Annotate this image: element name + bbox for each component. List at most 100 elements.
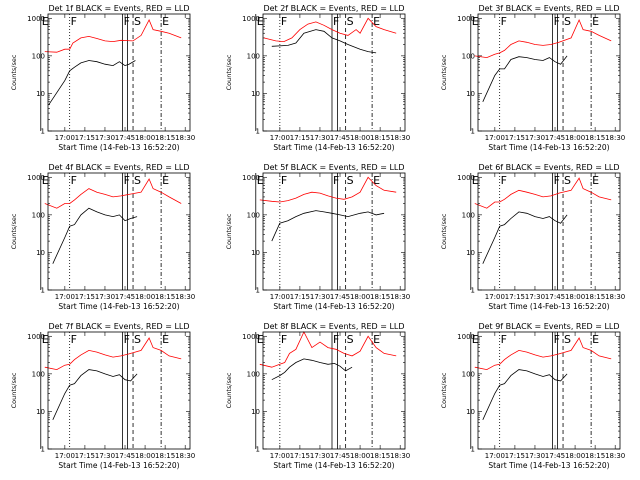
chart-panel-8f: Det 8f BLACK = Events, RED = LLD Counts/s…	[225, 322, 410, 470]
series-lld-line	[259, 331, 397, 368]
x-axis-label: Start Time (14-Feb-13 16:52:20)	[488, 143, 609, 152]
y-tick-label: 1	[471, 128, 475, 136]
x-tick-label: 17:45	[330, 134, 350, 142]
time-marker-label: F	[281, 333, 287, 346]
x-tick-label: 17:45	[115, 293, 135, 301]
chart-title: Det 7f BLACK = Events, RED = LLD	[48, 322, 189, 331]
time-marker-label: E	[373, 15, 380, 28]
time-marker-label: F	[501, 174, 507, 187]
x-tick-label: 17:45	[115, 452, 135, 460]
x-tick-label: 18:00	[350, 452, 370, 460]
y-tick-label: 100	[247, 370, 260, 378]
x-tick-label: 18:00	[135, 293, 155, 301]
x-tick-label: 17:45	[545, 293, 565, 301]
time-marker-label: S	[134, 15, 141, 28]
time-marker-label: S	[134, 333, 141, 346]
time-marker-label: S	[347, 174, 354, 187]
time-marker-label: E	[257, 174, 264, 187]
x-tick-label: 18:30	[390, 293, 410, 301]
series-lld-line	[474, 337, 612, 371]
x-axis-label: Start Time (14-Feb-13 16:52:20)	[273, 461, 394, 470]
x-axis-label: Start Time (14-Feb-13 16:52:20)	[58, 302, 179, 311]
time-marker-label: F	[333, 15, 339, 28]
y-tick-label: 100	[462, 52, 475, 60]
x-tick-label: 18:15	[370, 452, 390, 460]
time-marker-label: F	[124, 15, 130, 28]
x-tick-label: 17:45	[330, 293, 350, 301]
y-tick-label: 1	[471, 446, 475, 454]
x-tick-label: 17:15	[290, 293, 310, 301]
x-tick-label: 17:00	[485, 452, 505, 460]
time-marker-label: S	[564, 174, 571, 187]
x-tick-label: 18:15	[155, 452, 175, 460]
y-axis-label: Counts/sec	[440, 54, 448, 90]
x-axis-label: Start Time (14-Feb-13 16:52:20)	[488, 461, 609, 470]
x-tick-label: 17:30	[95, 293, 115, 301]
x-tick-label: 17:30	[525, 452, 545, 460]
series-events-line	[52, 369, 138, 420]
y-tick-label: 1000	[457, 174, 475, 182]
chart-title: Det 4f BLACK = Events, RED = LLD	[48, 163, 189, 172]
x-tick-label: 17:45	[545, 134, 565, 142]
y-axis-label: Counts/sec	[10, 213, 18, 249]
time-marker-label: F	[554, 333, 560, 346]
x-tick-label: 17:00	[270, 452, 290, 460]
x-tick-label: 17:30	[525, 293, 545, 301]
series-events-line	[271, 29, 377, 54]
x-tick-label: 18:15	[585, 452, 605, 460]
time-marker-label: F	[71, 174, 77, 187]
x-tick-label: 17:45	[115, 134, 135, 142]
x-tick-label: 18:30	[175, 452, 195, 460]
plot-frame	[262, 172, 406, 291]
series-events-line	[482, 369, 568, 420]
time-marker-label: E	[42, 15, 49, 28]
x-tick-label: 17:15	[505, 134, 525, 142]
y-axis-label: Counts/sec	[440, 372, 448, 408]
x-tick-label: 18:30	[605, 293, 625, 301]
chart-panel-6f: Det 6f BLACK = Events, RED = LLD Counts/s…	[440, 163, 625, 311]
y-tick-label: 1	[41, 446, 45, 454]
chart-panel-4f: Det 4f BLACK = Events, RED = LLD Counts/s…	[10, 163, 195, 311]
x-tick-label: 17:30	[310, 452, 330, 460]
y-axis-label: Counts/sec	[225, 372, 233, 408]
chart-panel-1f: Det 1f BLACK = Events, RED = LLD Counts/s…	[10, 4, 195, 152]
plot-frame	[47, 13, 191, 132]
x-tick-label: 17:15	[290, 452, 310, 460]
time-marker-label: E	[592, 333, 599, 346]
x-tick-label: 18:30	[390, 134, 410, 142]
x-tick-label: 17:00	[55, 293, 75, 301]
x-axis-label: Start Time (14-Feb-13 16:52:20)	[273, 302, 394, 311]
x-tick-label: 17:15	[505, 293, 525, 301]
chart-panel-5f: Det 5f BLACK = Events, RED = LLD Counts/s…	[225, 163, 410, 311]
y-tick-label: 1	[256, 287, 260, 295]
y-tick-label: 1	[256, 446, 260, 454]
time-marker-label: E	[373, 174, 380, 187]
time-marker-label: S	[347, 333, 354, 346]
time-marker-label: E	[42, 174, 49, 187]
time-marker-label: E	[257, 15, 264, 28]
time-marker-label: S	[134, 174, 141, 187]
chart-panel-2f: Det 2f BLACK = Events, RED = LLD Counts/s…	[225, 4, 410, 152]
series-events-line	[52, 207, 138, 264]
x-tick-label: 18:15	[585, 134, 605, 142]
x-tick-label: 18:00	[565, 134, 585, 142]
x-tick-label: 18:15	[155, 293, 175, 301]
y-tick-label: 100	[247, 211, 260, 219]
y-tick-label: 100	[462, 370, 475, 378]
time-marker-label: F	[554, 174, 560, 187]
series-events-line	[482, 55, 568, 102]
x-tick-label: 18:30	[175, 293, 195, 301]
x-tick-label: 17:15	[75, 293, 95, 301]
y-tick-label: 100	[32, 52, 45, 60]
y-tick-label: 1000	[27, 174, 45, 182]
plot-frame	[47, 172, 191, 291]
x-tick-label: 18:00	[350, 134, 370, 142]
y-tick-label: 100	[32, 211, 45, 219]
time-marker-label: E	[162, 333, 169, 346]
time-marker-label: S	[347, 15, 354, 28]
series-events-line	[271, 358, 353, 381]
x-axis-label: Start Time (14-Feb-13 16:52:20)	[58, 143, 179, 152]
y-tick-label: 1000	[242, 15, 260, 23]
y-tick-label: 1000	[457, 15, 475, 23]
